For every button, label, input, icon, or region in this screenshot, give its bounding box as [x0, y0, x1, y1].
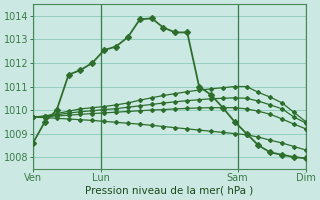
X-axis label: Pression niveau de la mer( hPa ): Pression niveau de la mer( hPa ) [85, 186, 253, 196]
